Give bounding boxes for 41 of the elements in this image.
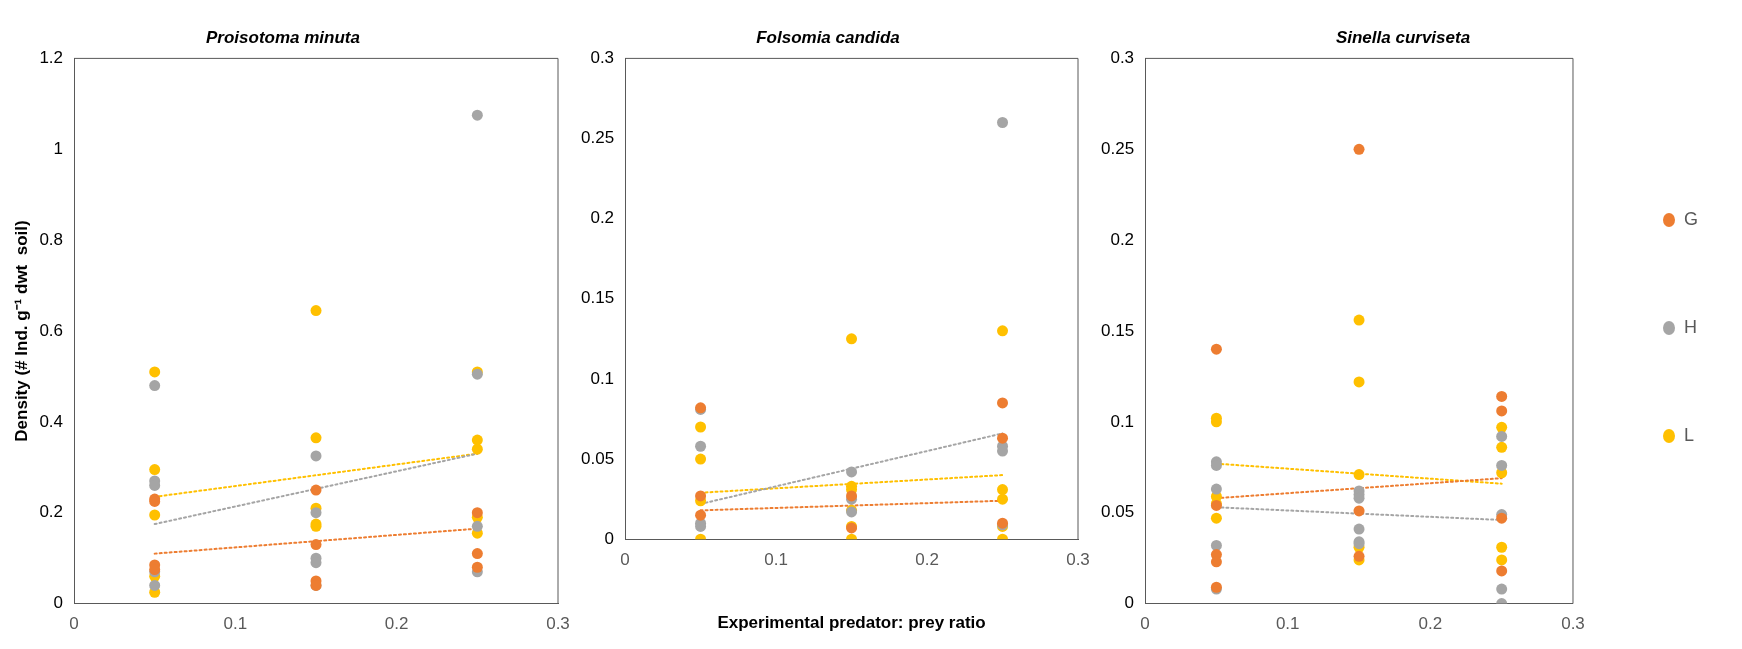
y-axis-title: Density (# Ind. g⁻¹ dwt soil) — [11, 220, 31, 442]
y-tick-label: 0 — [53, 593, 64, 613]
legend-label: H — [1684, 316, 1697, 337]
y-tick-label: 0.8 — [39, 229, 64, 249]
y-tick-label: 1 — [53, 138, 64, 158]
y-tick-label: 0.1 — [1110, 411, 1135, 431]
y-tick-label: 0.25 — [1100, 138, 1135, 158]
y-tick-label: 0.3 — [590, 48, 615, 68]
x-tick-label: 0.3 — [1066, 550, 1090, 570]
x-tick-label: 0.1 — [764, 550, 788, 570]
y-tick-label: 0.05 — [1100, 502, 1135, 522]
x-tick-label: 0.2 — [1418, 614, 1443, 634]
x-tick-label: 0.2 — [915, 550, 939, 570]
x-tick-label: 0.1 — [1275, 614, 1300, 634]
y-tick-label: 0.15 — [1100, 320, 1135, 340]
y-tick-label: 0.05 — [580, 448, 615, 468]
y-tick-label: 0.6 — [39, 320, 64, 340]
x-tick-label: 0.3 — [1561, 614, 1585, 634]
y-tick-label: 0.2 — [590, 208, 615, 228]
y-tick-label: 0.2 — [39, 502, 64, 522]
legend-label: G — [1684, 208, 1699, 229]
y-tick-label: 0.2 — [1110, 229, 1135, 249]
y-tick-label: 0 — [604, 528, 615, 548]
x-tick-label: 0 — [1140, 614, 1150, 634]
chart-title: Folsomia candida — [756, 27, 900, 47]
x-tick-label: 0 — [69, 614, 79, 634]
x-axis-title: Experimental predator: prey ratio — [717, 613, 986, 633]
y-tick-label: 0.4 — [39, 411, 64, 431]
y-tick-label: 1.2 — [39, 48, 64, 68]
y-tick-label: 0 — [1124, 593, 1135, 613]
chart-title: Sinella curviseta — [1335, 27, 1471, 47]
y-tick-label: 0.1 — [590, 368, 615, 388]
y-tick-label: 0.15 — [580, 288, 615, 308]
x-tick-label: 0 — [620, 550, 630, 570]
y-tick-label: 0.25 — [580, 128, 615, 148]
x-tick-label: 0.1 — [223, 614, 248, 634]
x-tick-label: 0.2 — [384, 614, 409, 634]
legend-label: L — [1684, 424, 1695, 445]
x-tick-label: 0.3 — [546, 614, 570, 634]
chart-title: Proisotoma minuta — [206, 27, 360, 47]
y-tick-label: 0.3 — [1110, 48, 1135, 68]
